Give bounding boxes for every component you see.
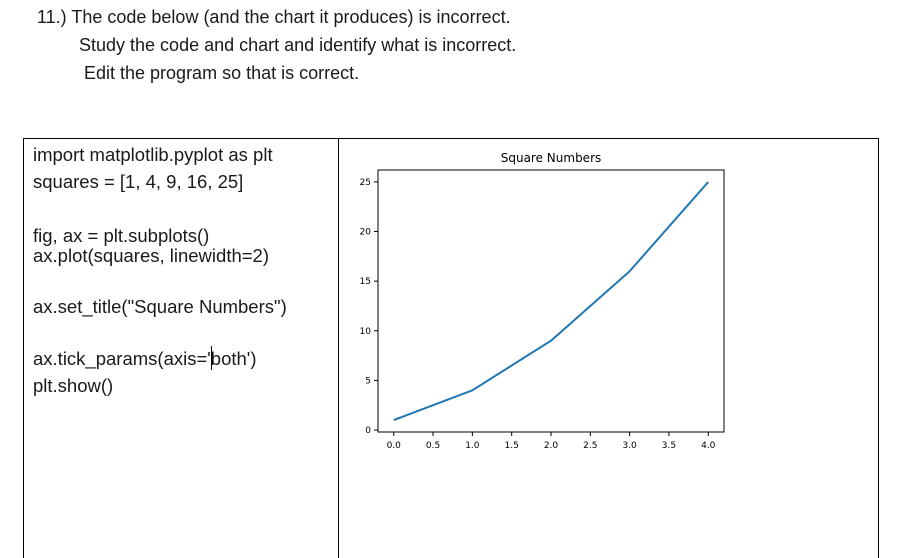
column-divider [338,138,339,558]
code-line-7: ax.set_title("Square Numbers") [33,296,287,317]
y-tick-label: 20 [360,228,372,238]
x-tick-label: 1.5 [505,441,519,451]
x-tick-label: 0.0 [387,441,402,451]
x-tick-label: 0.5 [426,441,440,451]
code-line-9: ax.tick_params(axis='both') [33,348,257,369]
x-axis: 0.0 0.5 1.0 1.5 2.0 2.5 3.0 3.5 4.0 [387,432,716,451]
x-tick-label: 2.0 [544,441,559,451]
question-line-2: Study the code and chart and identify wh… [79,35,517,55]
y-tick-label: 5 [365,376,371,386]
code-line-4: fig, ax = plt.subplots() [33,225,210,246]
chart-title: Square Numbers [501,151,602,165]
line-chart: Square Numbers 0.0 0.5 1.0 1.5 2.0 2.5 3.0 3.5 4… [360,151,725,451]
x-tick-label: 4.0 [701,441,716,451]
series-layer [393,181,710,422]
series-line [393,181,710,422]
code-line-2: squares = [1, 4, 9, 16, 25] [33,171,244,192]
y-tick-label: 10 [360,327,372,337]
y-tick-label: 0 [365,426,371,436]
x-tick-label: 3.0 [622,441,637,451]
question-line-1: 11.) The code below (and the chart it pr… [37,7,511,27]
plot-area [377,169,725,433]
question-line-3: Edit the program so that is correct. [84,63,360,83]
x-tick-label: 3.5 [662,441,676,451]
x-tick-label: 2.5 [583,441,597,451]
code-line-5: ax.plot(squares, linewidth=2) [33,245,270,266]
code-line-10: plt.show() [33,375,114,396]
y-tick-label: 15 [360,277,371,287]
y-tick-label: 25 [360,178,371,188]
text-cursor [211,346,212,370]
content-table [23,138,879,558]
code-line-1: import matplotlib.pyplot as plt [33,144,273,165]
y-axis: 0 5 10 15 20 25 [360,178,378,436]
x-tick-label: 1.0 [465,441,480,451]
